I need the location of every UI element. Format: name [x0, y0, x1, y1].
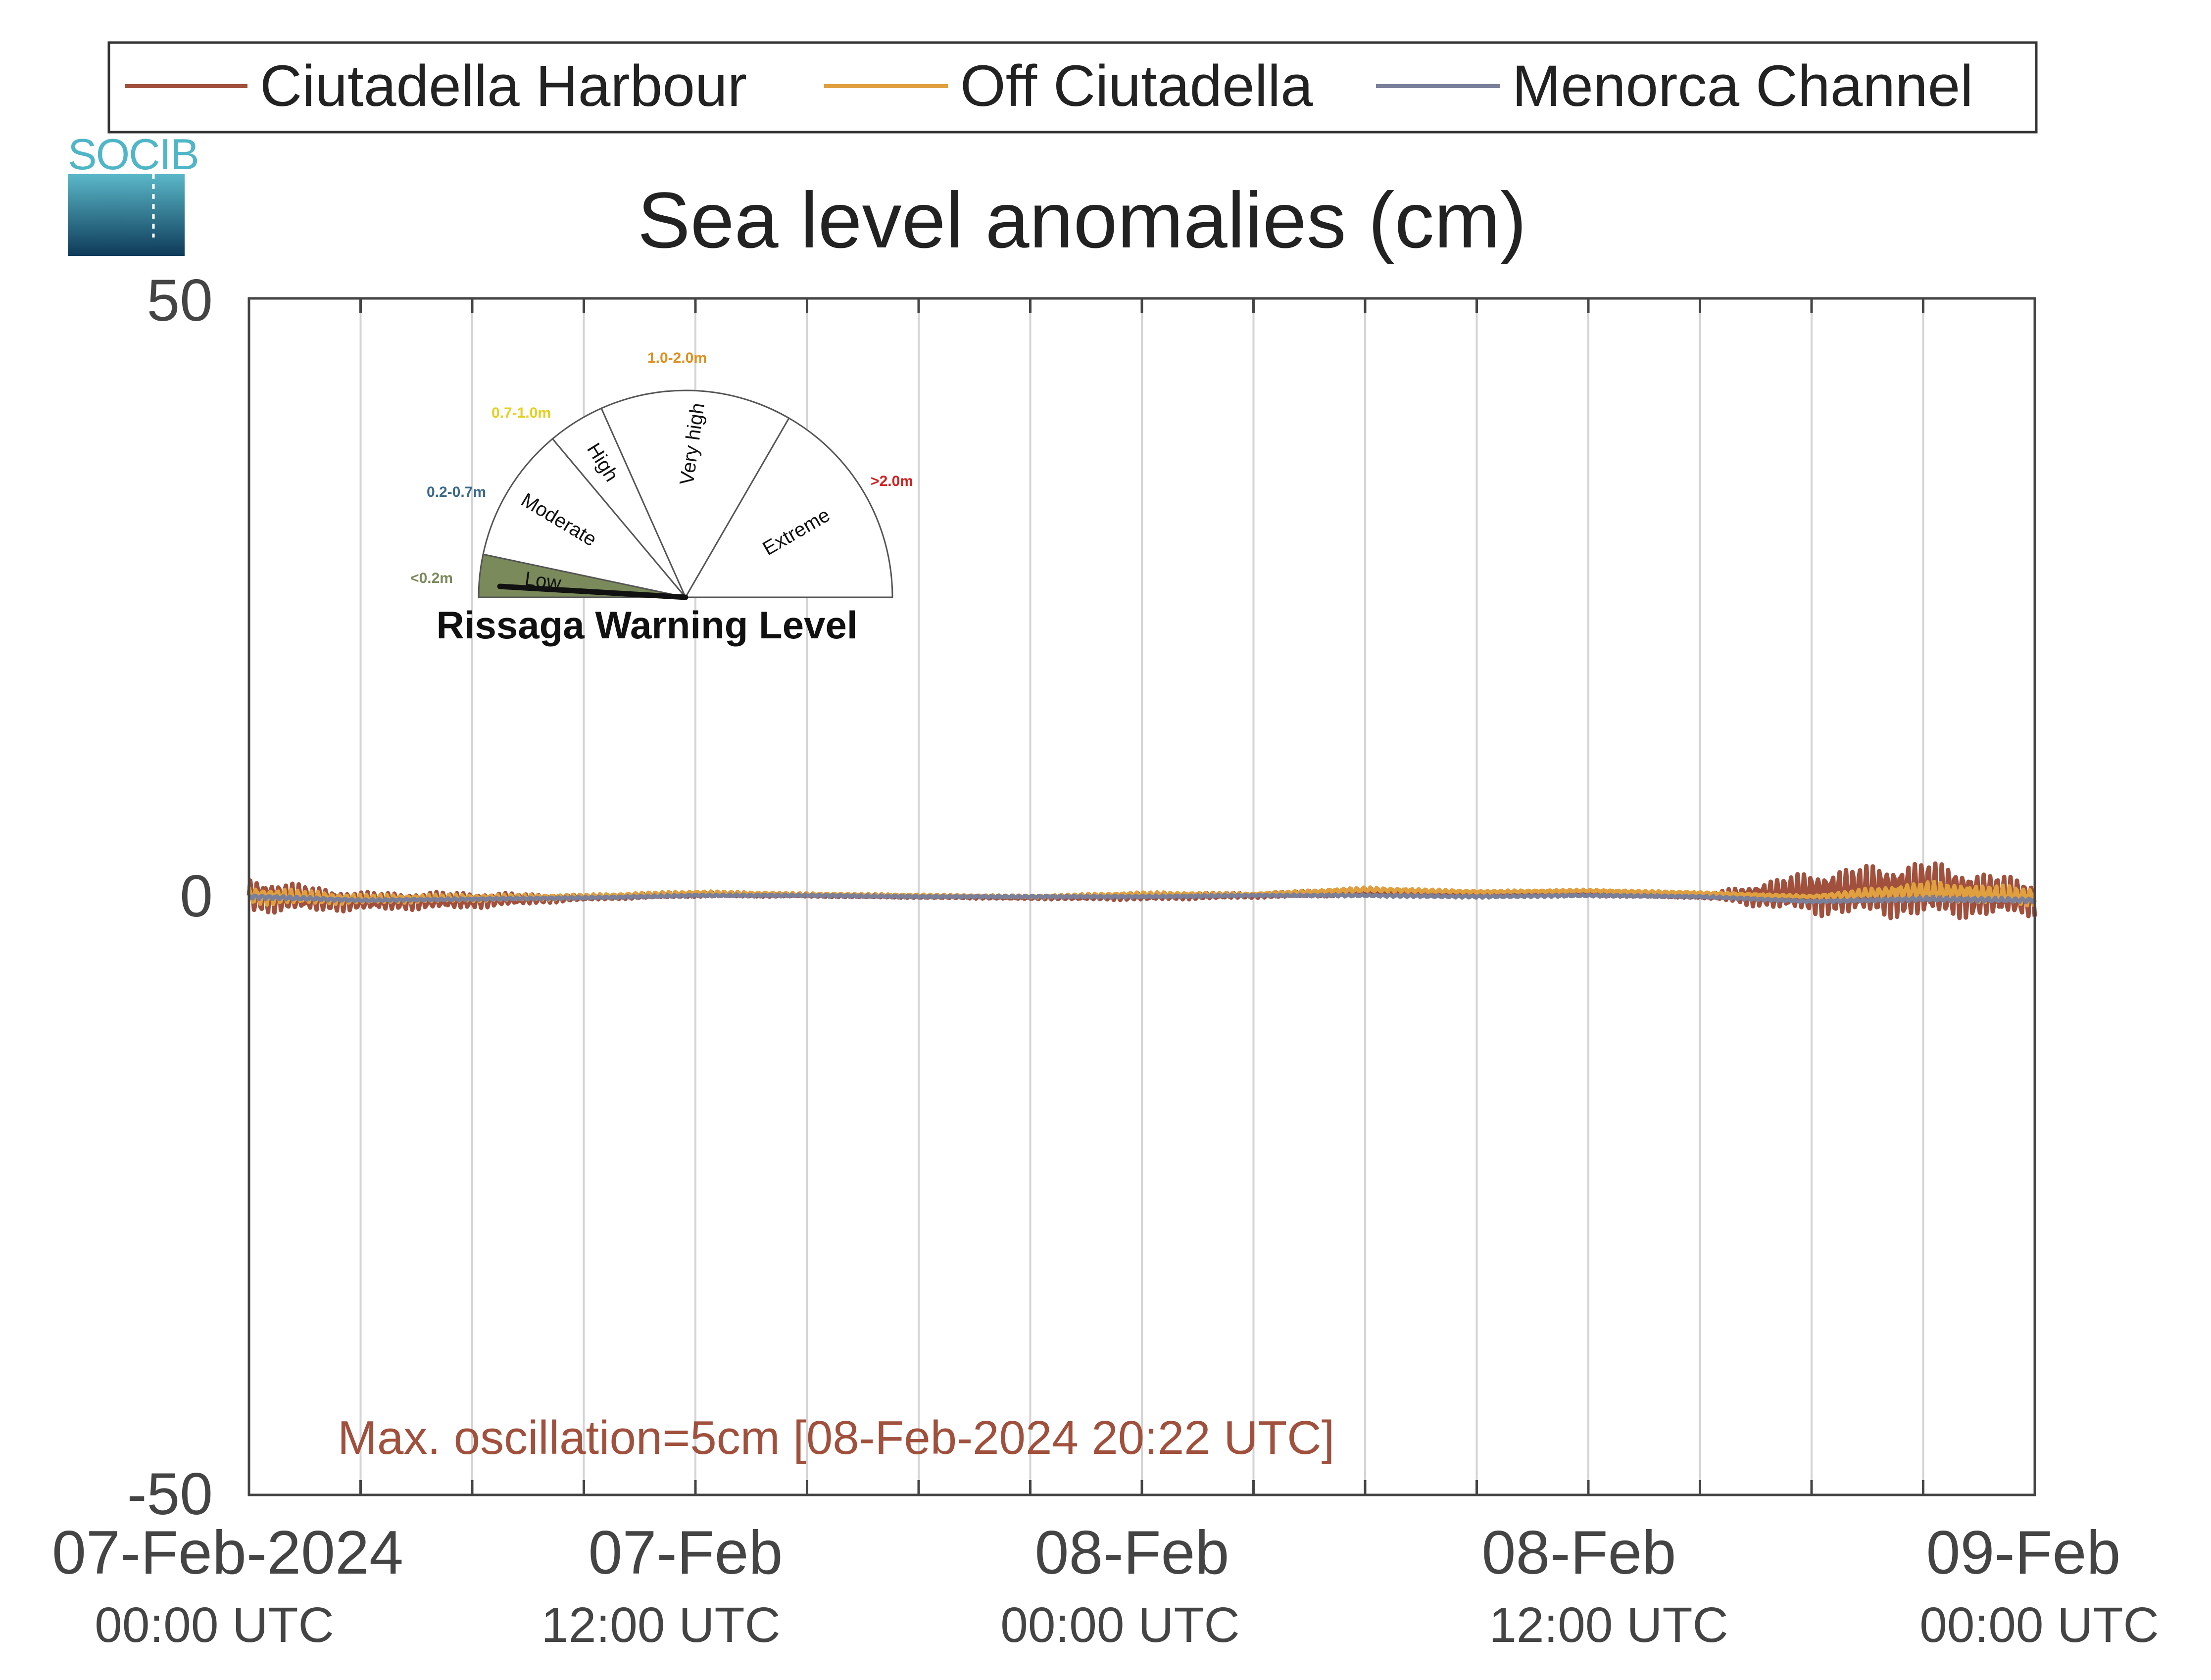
- gauge-needle: [497, 583, 688, 600]
- legend-label-menorca-channel: Menorca Channel: [1512, 53, 1973, 119]
- x-tick-date-4: 09-Feb: [1926, 1519, 2121, 1587]
- x-tick-time-2: 00:00 UTC: [1000, 1597, 1240, 1653]
- x-tick-labels: 07-Feb-2024 00:00 UTC 07-Feb 12:00 UTC 0…: [52, 1519, 2159, 1653]
- x-tick-time-4: 00:00 UTC: [1919, 1597, 2159, 1653]
- legend-label-off-ciutadella: Off Ciutadella: [960, 53, 1313, 119]
- gauge-sectors: [478, 389, 893, 599]
- socib-logo: SOCIB: [68, 130, 199, 256]
- x-tick-time-1: 12:00 UTC: [541, 1597, 781, 1653]
- x-tick-date-3: 08-Feb: [1482, 1519, 1676, 1587]
- legend-frame: [107, 41, 2038, 134]
- logo-block: [68, 174, 185, 256]
- series-line-menorca-channel: [247, 892, 2037, 905]
- x-tick-date-1: 07-Feb: [589, 1519, 783, 1587]
- gauge-range-label: >2.0m: [871, 473, 913, 489]
- max-oscillation-annotation: Max. oscillation=5cm [08-Feb-2024 20:22 …: [338, 1411, 1334, 1464]
- x-tick-date-2: 08-Feb: [1035, 1519, 1229, 1587]
- gauge-sector-extreme: [684, 417, 893, 598]
- y-tick-label-50: 50: [147, 267, 213, 334]
- legend: Ciutadella Harbour Off Ciutadella Menorc…: [107, 41, 2038, 134]
- gauge-range-label: 1.0-2.0m: [647, 350, 707, 366]
- gauge-range-label: 0.2-0.7m: [427, 484, 486, 500]
- x-tick-date-0: 07-Feb-2024: [52, 1519, 403, 1587]
- y-tick-label-minus-50: -50: [127, 1461, 213, 1527]
- gauge-sector-very-high: [600, 389, 790, 599]
- legend-label-ciutadella-harbour: Ciutadella Harbour: [260, 53, 747, 119]
- x-tick-time-3: 12:00 UTC: [1489, 1597, 1728, 1653]
- y-tick-label-0: 0: [180, 863, 213, 929]
- series-layer: [246, 861, 2037, 920]
- gauge-range-label: 0.7-1.0m: [491, 405, 551, 421]
- x-tick-marks: [359, 298, 1924, 1495]
- logo-text: SOCIB: [68, 130, 198, 179]
- gauge-range-label: <0.2m: [410, 570, 453, 586]
- x-tick-time-0: 00:00 UTC: [95, 1597, 334, 1653]
- chart-title: Sea level anomalies (cm): [638, 176, 1526, 264]
- gauge-title: Rissaga Warning Level: [436, 603, 857, 647]
- gauge-sector-moderate: [482, 437, 688, 599]
